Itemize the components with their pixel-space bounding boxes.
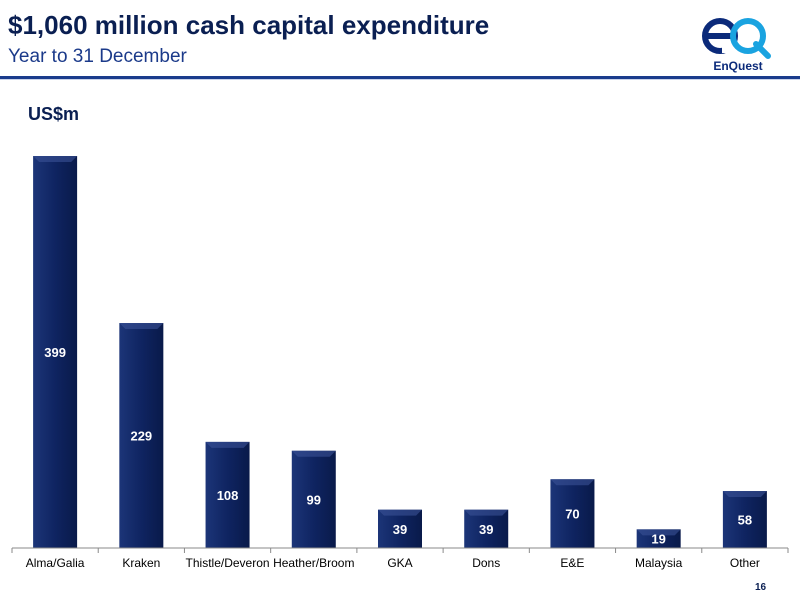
bar-bevel: [378, 509, 422, 516]
bar-kraken: [119, 323, 164, 548]
bar-data-label: 70: [565, 507, 579, 522]
x-tick-label: Dons: [472, 556, 500, 570]
bar-gka: [378, 509, 422, 548]
logo-wordmark: EnQuest: [713, 59, 762, 73]
bar-thistle-deveron: [205, 441, 250, 548]
bar-data-label: 58: [738, 513, 752, 528]
bar-data-label: 229: [130, 429, 152, 444]
bar-e-e: [550, 479, 595, 548]
header-divider: [0, 76, 800, 79]
bar-bevel: [636, 529, 681, 536]
page-number: 16: [755, 582, 767, 593]
bar-data-label: 108: [217, 488, 239, 503]
x-tick-label: Alma/Galia: [26, 556, 85, 570]
x-tick-label: E&E: [560, 556, 584, 570]
bar-data-label: 39: [479, 522, 493, 537]
enquest-logo: EnQuest: [698, 14, 780, 74]
bar-bevel: [722, 491, 767, 498]
x-tick-label: Malaysia: [635, 556, 683, 570]
bar-bevel: [205, 441, 250, 448]
bar-alma-galia: [33, 156, 78, 548]
bar-dons: [464, 509, 509, 548]
bar-data-label: 399: [44, 345, 66, 360]
bar-bevel: [33, 156, 78, 162]
enquest-eq-logo-icon: EnQuest: [702, 18, 771, 73]
bar-data-label: 99: [307, 492, 321, 507]
bar-other: [722, 491, 767, 548]
x-axis-labels: Alma/Galia Kraken Thistle/Deveron Heather/B…: [26, 556, 760, 570]
bar-bevel: [464, 509, 509, 516]
x-tick-label: Other: [730, 556, 760, 570]
bar-bevel: [550, 479, 595, 486]
page-title: $1,060 million cash capital expenditure: [8, 10, 490, 40]
bar-bevel: [291, 450, 336, 457]
y-axis-unit-label: US$m: [28, 104, 80, 124]
bar-bevel: [119, 323, 164, 330]
bar-heather-broom: [291, 450, 336, 548]
x-tick-label: Kraken: [122, 556, 160, 570]
header-divider-highlight: [0, 79, 800, 80]
bar-series: 399 229 108 99 39 39 70 19 58: [33, 156, 767, 548]
bar-data-label: 19: [651, 532, 665, 547]
x-tick-label: Heather/Broom: [273, 556, 354, 570]
page-subtitle: Year to 31 December: [8, 46, 187, 67]
x-tick-label: GKA: [387, 556, 412, 570]
x-axis-ticks: [11, 548, 789, 553]
bar-data-label: 39: [393, 522, 407, 537]
x-tick-label: Thistle/Deveron: [186, 556, 270, 570]
